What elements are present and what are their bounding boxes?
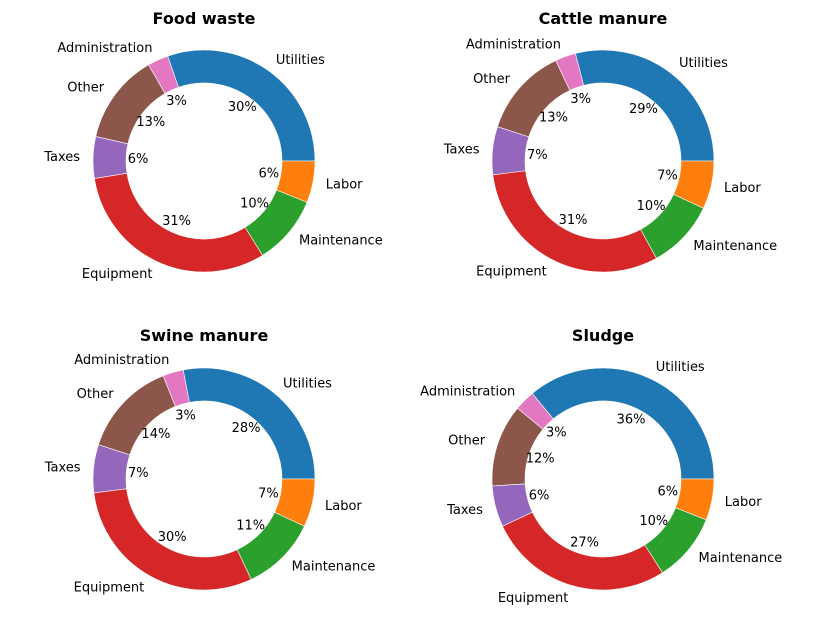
percent-label: 28% bbox=[232, 421, 261, 436]
percent-label: 31% bbox=[162, 214, 191, 229]
slice-labor bbox=[274, 478, 316, 527]
chart-title: Cattle manure bbox=[539, 9, 668, 28]
percent-label: 29% bbox=[629, 102, 658, 117]
percent-label: 6% bbox=[529, 488, 550, 503]
percent-label: 3% bbox=[546, 425, 567, 440]
slice-labor bbox=[276, 160, 316, 203]
chart-title: Food waste bbox=[153, 9, 256, 28]
percent-label: 6% bbox=[128, 152, 149, 167]
percent-label: 3% bbox=[570, 92, 591, 107]
slice-utilities bbox=[531, 367, 715, 480]
slice-label: Administration bbox=[466, 37, 561, 52]
slice-label: Administration bbox=[74, 353, 169, 368]
slice-label: Maintenance bbox=[299, 234, 383, 249]
percent-label: 7% bbox=[258, 486, 279, 501]
slice-label: Equipment bbox=[82, 267, 153, 282]
percent-label: 14% bbox=[141, 427, 170, 442]
slice-label: Other bbox=[473, 72, 511, 87]
percent-label: 3% bbox=[175, 409, 196, 424]
slice-label: Taxes bbox=[43, 150, 80, 165]
slice-label: Maintenance bbox=[693, 239, 777, 254]
percent-label: 31% bbox=[559, 213, 588, 228]
panel-cattle-manure: Cattle manure Utilities 29% Administration… bbox=[443, 9, 777, 279]
slice-label: Maintenance bbox=[699, 551, 783, 566]
percent-label: 36% bbox=[617, 412, 646, 427]
percent-label: 13% bbox=[136, 115, 165, 130]
percent-label: 7% bbox=[128, 466, 149, 481]
slice-label: Other bbox=[448, 434, 486, 449]
slice-label: Equipment bbox=[498, 591, 569, 606]
slice-label: Labor bbox=[325, 499, 362, 514]
percent-label: 11% bbox=[236, 519, 265, 534]
slice-label: Utilities bbox=[656, 360, 705, 375]
slice-label: Labor bbox=[725, 495, 762, 510]
percent-label: 10% bbox=[637, 199, 666, 214]
slice-label: Taxes bbox=[443, 142, 480, 157]
percent-label: 13% bbox=[539, 110, 568, 125]
percent-label: 10% bbox=[240, 196, 269, 211]
percent-label: 7% bbox=[657, 168, 678, 183]
slice-label: Utilities bbox=[679, 56, 728, 71]
slice-label: Taxes bbox=[446, 503, 483, 518]
slice-label: Equipment bbox=[476, 264, 547, 279]
percent-label: 7% bbox=[527, 148, 548, 163]
percent-label: 6% bbox=[258, 166, 279, 181]
percent-label: 3% bbox=[166, 94, 187, 109]
slice-labor bbox=[675, 478, 715, 521]
slice-label: Administration bbox=[57, 41, 152, 56]
slice-label: Maintenance bbox=[292, 560, 376, 575]
slice-label: Utilities bbox=[276, 53, 325, 68]
slice-labor bbox=[673, 160, 715, 209]
percent-label: 30% bbox=[228, 100, 257, 115]
slice-label: Taxes bbox=[44, 460, 81, 475]
slice-other bbox=[95, 64, 166, 145]
slice-taxes bbox=[92, 136, 129, 179]
percent-label: 10% bbox=[639, 514, 668, 529]
slice-label: Utilities bbox=[283, 376, 332, 391]
slice-label: Other bbox=[77, 387, 115, 402]
chart-title: Swine manure bbox=[140, 326, 269, 345]
chart-title: Sludge bbox=[572, 326, 634, 345]
percent-label: 30% bbox=[158, 530, 187, 545]
panel-sludge: Sludge Utilities 36% Administration 3% Other… bbox=[420, 326, 782, 606]
percent-label: 27% bbox=[570, 535, 599, 550]
slice-label: Labor bbox=[326, 177, 363, 192]
slice-label: Labor bbox=[724, 181, 761, 196]
slice-label: Other bbox=[67, 80, 105, 95]
panel-swine-manure: Swine manure Utilities 28% Administration 3… bbox=[44, 326, 376, 596]
slice-label: Administration bbox=[420, 384, 515, 399]
slice-label: Equipment bbox=[74, 581, 145, 596]
panel-food-waste: Food waste Utilities 30% Administration 3% O… bbox=[43, 9, 382, 282]
percent-label: 6% bbox=[658, 484, 679, 499]
percent-label: 12% bbox=[526, 452, 555, 467]
